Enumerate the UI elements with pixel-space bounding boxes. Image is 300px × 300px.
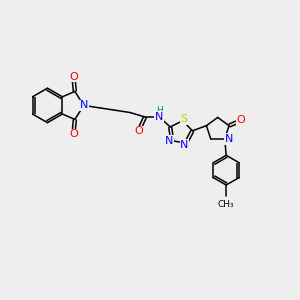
Text: O: O bbox=[69, 129, 78, 139]
Text: CH₃: CH₃ bbox=[218, 200, 235, 209]
Text: N: N bbox=[180, 140, 189, 150]
Text: O: O bbox=[236, 115, 245, 125]
Text: N: N bbox=[80, 100, 88, 110]
Text: O: O bbox=[69, 72, 78, 82]
Text: S: S bbox=[180, 114, 188, 124]
Text: H: H bbox=[156, 106, 163, 115]
Text: N: N bbox=[225, 134, 233, 144]
Text: O: O bbox=[134, 126, 143, 136]
Text: N: N bbox=[165, 136, 173, 146]
Text: N: N bbox=[155, 112, 164, 122]
